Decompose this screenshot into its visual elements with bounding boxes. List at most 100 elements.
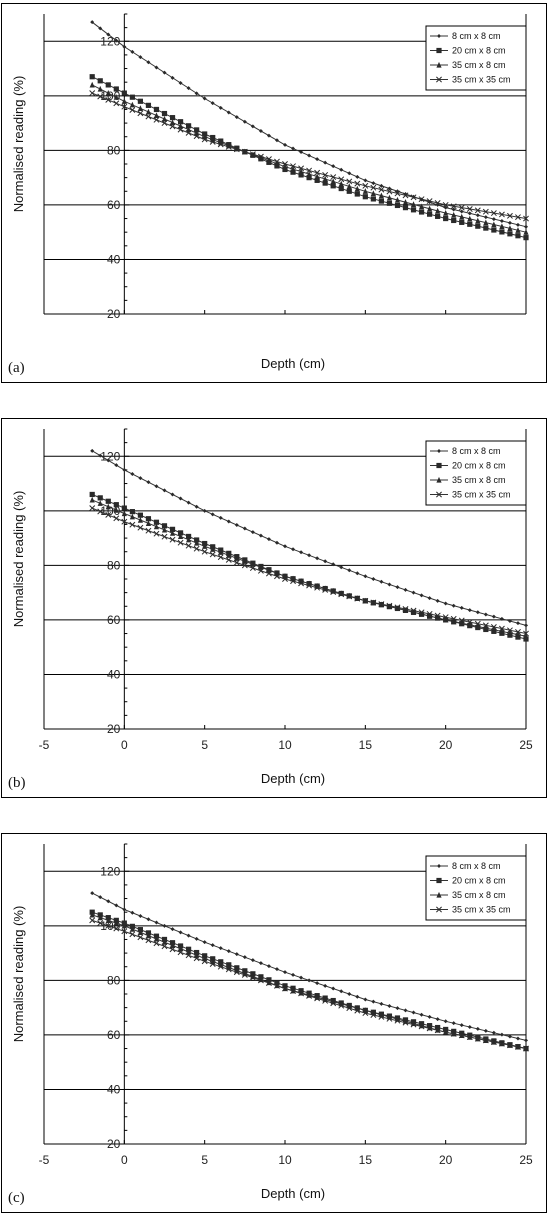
series-4-marker <box>322 171 329 178</box>
series-1-marker <box>291 547 296 552</box>
chart-panel-c: 20 40 60 80 100 120 -5 0 5 10 15 20 25 Depth (cm) Norm… <box>1 833 547 1213</box>
series-1-marker <box>210 101 215 106</box>
series-1-marker <box>491 1030 496 1035</box>
series-1-marker <box>491 217 496 222</box>
series-2-marker <box>186 533 192 540</box>
series-4-marker <box>89 917 96 924</box>
series-1-marker <box>483 215 488 220</box>
series-1-marker <box>291 146 296 151</box>
series-1-marker <box>339 565 344 570</box>
series-4-marker <box>177 126 184 133</box>
series-4-marker <box>498 625 505 632</box>
series-2-marker <box>161 110 168 117</box>
series-1-marker <box>162 923 167 928</box>
series-4-marker <box>209 961 216 967</box>
series-3-marker <box>186 948 192 955</box>
series-3-marker <box>97 85 103 92</box>
series-3-marker <box>483 219 489 226</box>
y-axis-title: Normalised reading (%) <box>11 76 26 213</box>
x-tick-label: 0 <box>121 738 128 752</box>
series-2-marker <box>105 498 111 504</box>
legend-label: 8 cm x 8 cm <box>452 31 501 41</box>
series-1-marker <box>524 623 528 628</box>
series-1-marker <box>154 65 159 70</box>
series-3-marker <box>322 175 328 182</box>
panel-label: (c) <box>8 1190 25 1206</box>
series-4-marker <box>378 1013 385 1020</box>
series-3-marker <box>499 223 505 230</box>
series-2-marker <box>153 106 160 113</box>
series-group <box>89 20 529 241</box>
series-4-marker <box>410 1021 417 1028</box>
panel-label: (b) <box>8 775 26 791</box>
series-2-marker <box>137 512 143 518</box>
series-1-marker <box>98 26 103 31</box>
series-3-marker <box>266 157 272 164</box>
series-4-marker <box>474 1035 481 1042</box>
x-tick-label: 0 <box>121 1153 128 1167</box>
series-4-marker <box>434 612 441 619</box>
series-3-marker <box>105 503 111 510</box>
series-3-marker <box>274 160 280 167</box>
series-4-marker <box>322 586 329 593</box>
series-1-marker <box>234 952 239 957</box>
series-3-marker <box>459 620 465 626</box>
legend-marker <box>436 47 442 54</box>
series-1-marker <box>90 20 95 25</box>
series-1-marker <box>299 550 304 555</box>
series-1-marker <box>355 571 360 576</box>
series-4-marker <box>474 620 481 627</box>
series-3-marker <box>137 929 143 935</box>
series-4-marker <box>490 1039 497 1045</box>
series-3-marker <box>491 221 497 228</box>
series-4-marker <box>282 161 288 167</box>
series-1-marker <box>403 1008 408 1013</box>
x-tick-label: 25 <box>519 738 533 752</box>
series-4-marker <box>105 511 112 518</box>
series-2-marker <box>507 231 513 237</box>
series-1-marker <box>387 1004 392 1008</box>
legend-label: 20 cm x 8 cm <box>452 876 506 886</box>
series-1-marker <box>331 986 336 991</box>
series-2-marker <box>378 198 384 204</box>
series-1-marker <box>218 946 223 951</box>
series-4-marker <box>161 120 168 127</box>
series-3-marker <box>427 612 433 619</box>
series-1-marker <box>202 96 207 101</box>
series-4-marker <box>105 96 112 103</box>
series-3-marker <box>105 89 111 96</box>
series-4-marker <box>217 141 224 148</box>
series-4-marker <box>450 615 457 622</box>
series-1-marker <box>467 608 472 613</box>
series-3-marker <box>459 213 465 220</box>
series-4-marker <box>434 1027 441 1034</box>
series-4-marker <box>201 136 208 143</box>
series-3-marker <box>402 607 409 613</box>
series-4-marker <box>193 545 200 552</box>
series-4-marker <box>354 180 361 187</box>
series-4-marker <box>97 93 104 100</box>
series-1-marker <box>210 943 215 948</box>
series-3-marker <box>177 945 184 952</box>
series-2-marker <box>145 516 152 522</box>
x-tick-label: 15 <box>359 738 373 752</box>
series-1-marker <box>371 181 376 186</box>
series-1-marker <box>194 91 199 96</box>
series-1-marker <box>283 142 287 147</box>
series-4-marker <box>338 176 345 183</box>
series-3-marker <box>153 935 160 942</box>
series-1-marker <box>395 1006 400 1011</box>
series-3-marker <box>161 526 168 533</box>
series-3-marker <box>346 183 352 189</box>
series-3-marker <box>290 166 296 172</box>
x-tick-label: -5 <box>39 1153 50 1167</box>
series-4-marker <box>113 515 120 522</box>
series-2-marker <box>362 194 368 200</box>
series-2-marker <box>97 78 103 84</box>
x-tick-label: 5 <box>201 1153 208 1167</box>
series-4-marker <box>290 988 296 994</box>
series-2-marker <box>322 180 328 186</box>
series-1-marker <box>435 1017 440 1022</box>
series-1-marker <box>323 983 328 988</box>
series-4-marker <box>515 214 521 221</box>
